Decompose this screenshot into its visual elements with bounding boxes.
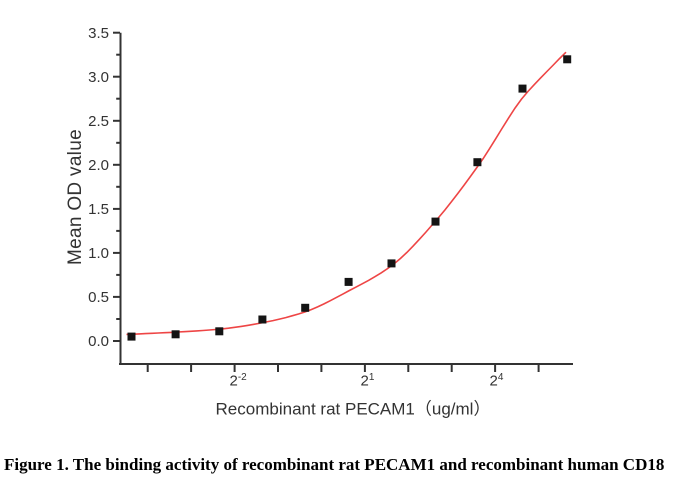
- svg-text:Mean OD value: Mean OD value: [65, 129, 86, 265]
- svg-text:2.0: 2.0: [88, 157, 109, 174]
- svg-text:Recombinant rat PECAM1（ug/ml）: Recombinant rat PECAM1（ug/ml）: [216, 400, 491, 419]
- svg-text:2.5: 2.5: [88, 113, 109, 130]
- svg-text:3.0: 3.0: [88, 69, 109, 86]
- svg-text:21: 21: [361, 372, 375, 390]
- svg-text:3.5: 3.5: [88, 25, 109, 42]
- svg-text:0.0: 0.0: [88, 333, 109, 350]
- svg-text:0.5: 0.5: [88, 289, 109, 306]
- svg-text:24: 24: [490, 372, 504, 390]
- svg-text:2-2: 2-2: [230, 372, 248, 390]
- svg-text:1.0: 1.0: [88, 245, 109, 262]
- svg-text:1.5: 1.5: [88, 201, 109, 218]
